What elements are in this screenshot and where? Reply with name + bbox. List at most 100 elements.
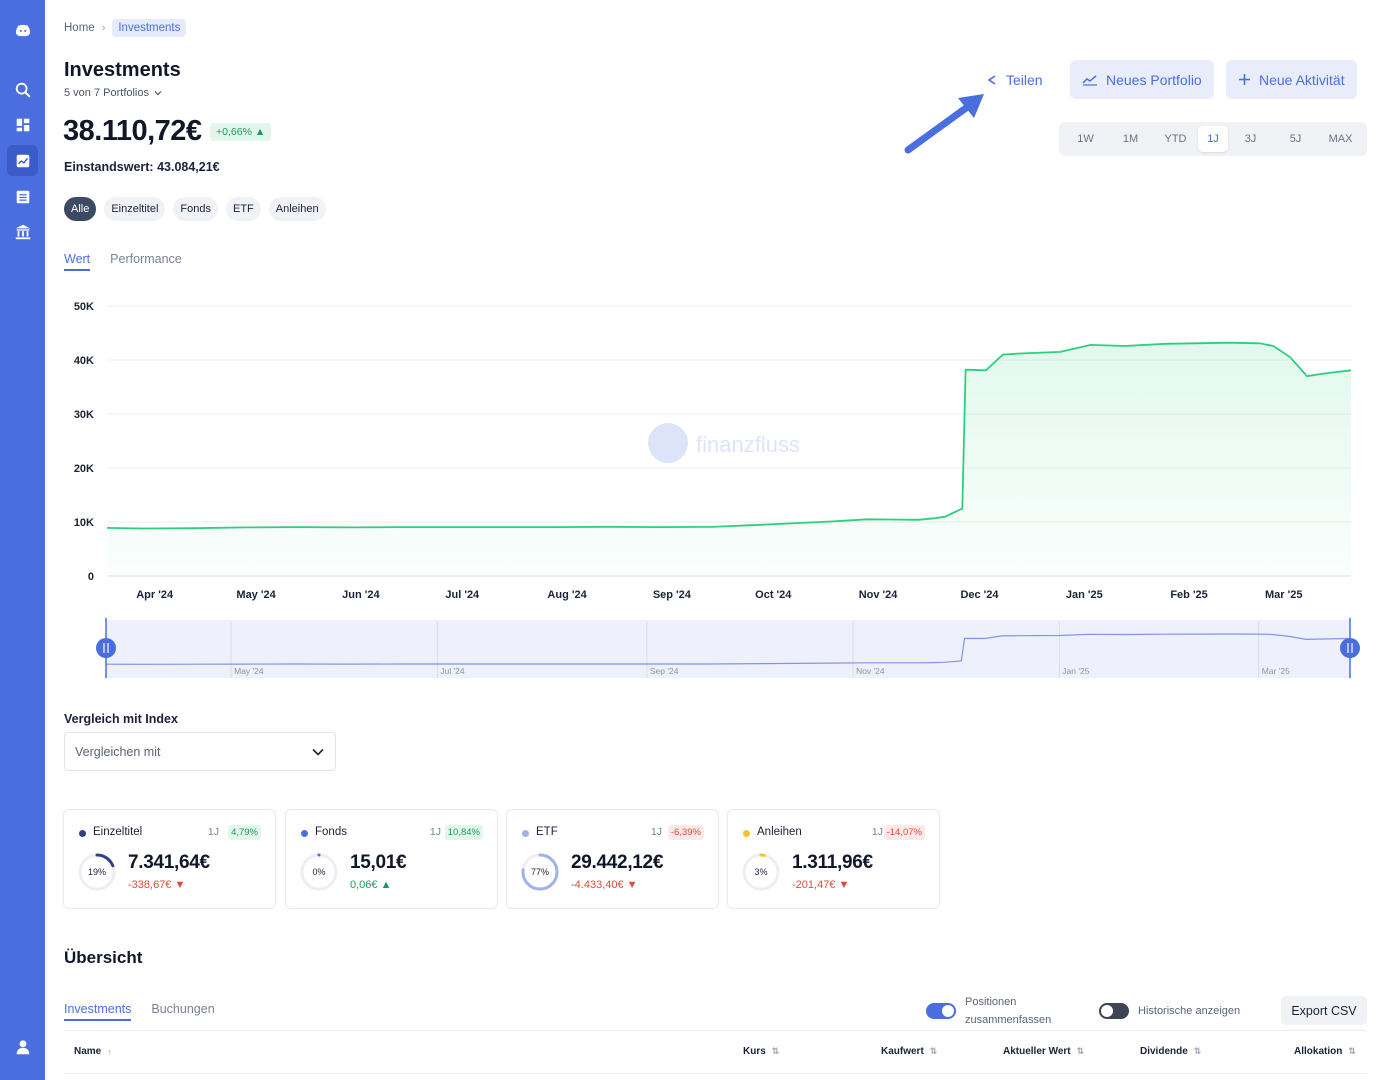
investments-chart-icon[interactable]: [7, 145, 38, 176]
x-tick-label: Aug '24: [547, 589, 587, 601]
category-performance: -14,07%: [883, 825, 925, 840]
filter-anleihen[interactable]: Anleihen: [268, 197, 326, 221]
category-performance: 10,84%: [444, 825, 483, 840]
search-icon[interactable]: [7, 74, 38, 105]
category-name: ETF: [536, 826, 558, 838]
minimap-right-handle[interactable]: [1340, 638, 1360, 658]
allocation-percent: 19%: [87, 867, 106, 877]
sort-icon: ⇅: [1076, 1046, 1085, 1056]
range-1m[interactable]: 1M: [1122, 133, 1139, 145]
share-button[interactable]: Teilen: [978, 61, 1051, 99]
export-csv-button[interactable]: Export CSV: [1281, 996, 1367, 1025]
allocation-donut: [78, 853, 116, 891]
column-allokation[interactable]: Allokation ⇅: [1294, 1046, 1356, 1057]
allocation-donut: [300, 853, 338, 891]
document-icon[interactable]: [7, 181, 38, 212]
minimap-tick-label: Jan '25: [1062, 666, 1089, 676]
category-period: 1J: [429, 826, 441, 838]
logo-icon[interactable]: [7, 14, 38, 45]
category-value: 7.341,64€: [128, 852, 210, 873]
x-tick-label: Jul '24: [445, 589, 480, 601]
value-chart[interactable]: finanzfluss 0 10K 20K 30K 40K 50K Apr '24 May '…: [64, 290, 1367, 610]
range-minimap[interactable]: May '24 Jul '24 Sep '24 Nov '24 Jan '25 Mar '…: [96, 618, 1366, 680]
allocation-percent: 0%: [312, 867, 326, 877]
range-1w[interactable]: 1W: [1077, 133, 1094, 145]
category-card-einzeltitel[interactable]: Einzeltitel 1J 4,79% 19% 7.341,64€ -338,67€ ▼: [63, 809, 276, 909]
column-kurs-label: Kurs: [743, 1046, 766, 1057]
minimap-tick-label: May '24: [234, 666, 264, 676]
category-value: 29.442,12€: [571, 852, 664, 873]
chevron-right-icon: ›: [101, 21, 106, 34]
minimap-left-handle[interactable]: [96, 638, 116, 658]
change-badge: +0,66% ▲: [210, 123, 272, 141]
range-selector: 1W 1M YTD 1J 3J 5J MAX: [1059, 122, 1367, 156]
x-tick-label: Nov '24: [859, 589, 899, 601]
category-card-anleihen[interactable]: Anleihen 1J -14,07% 3% 1.311,96€ -201,47€ ▼: [727, 809, 940, 909]
allocation-donut: [521, 853, 559, 891]
filter-etf[interactable]: ETF: [226, 197, 261, 221]
column-dividende[interactable]: Dividende ⇅: [1140, 1046, 1201, 1057]
chart-line-icon: [1082, 74, 1097, 86]
annotation-arrow-icon: [904, 94, 984, 154]
new-portfolio-label: Neues Portfolio: [1106, 71, 1202, 88]
x-tick-label: Sep '24: [653, 589, 692, 601]
filter-fonds[interactable]: Fonds: [173, 197, 218, 221]
minimap-selection: [106, 620, 1350, 678]
minimap-tick-label: Sep '24: [650, 666, 679, 676]
sort-up-icon: ↑: [107, 1046, 112, 1057]
sort-icon: ⇅: [1193, 1046, 1202, 1056]
x-tick-label: Oct '24: [755, 589, 792, 601]
column-kurs[interactable]: Kurs ⇅: [743, 1046, 779, 1057]
filter-all[interactable]: Alle: [64, 197, 97, 221]
portfolio-selector-label: 5 von 7 Portfolios: [64, 87, 149, 99]
range-3j[interactable]: 3J: [1244, 133, 1257, 145]
plus-icon: [1239, 74, 1250, 85]
category-card-etf[interactable]: ETF 1J -6,39% 77% 29.442,12€ -4.433,40€ ▼: [506, 809, 719, 909]
category-name: Anleihen: [757, 826, 802, 838]
column-kaufwert-label: Kaufwert: [881, 1046, 924, 1057]
tab-investments[interactable]: Investments: [64, 1002, 132, 1021]
toggle-positions-label: Positionen zusammenfassen: [965, 996, 1052, 1026]
x-tick-label: Jan '25: [1066, 589, 1103, 601]
new-portfolio-button[interactable]: Neues Portfolio: [1070, 60, 1214, 99]
new-activity-button[interactable]: Neue Aktivität: [1226, 60, 1357, 99]
range-1j[interactable]: 1J: [1198, 126, 1228, 152]
column-kaufwert[interactable]: Kaufwert ⇅: [881, 1046, 937, 1057]
table-header-divider: [64, 1073, 1367, 1074]
dashboard-icon[interactable]: [7, 109, 38, 140]
toggle-historic[interactable]: [1099, 1003, 1129, 1019]
category-card-fonds[interactable]: Fonds 1J 10,84% 0% 15,01€ 0,06€ ▲: [285, 809, 498, 909]
category-delta: -4.433,40€ ▼: [571, 879, 638, 891]
bank-icon[interactable]: [7, 216, 38, 247]
sort-icon: ⇅: [1348, 1046, 1356, 1056]
range-max[interactable]: MAX: [1328, 133, 1353, 145]
tab-wert[interactable]: Wert: [64, 252, 91, 271]
total-value: 38.110,72€: [63, 115, 202, 147]
x-tick-label: Apr '24: [136, 589, 174, 601]
cost-basis: Einstandswert: 43.084,21€: [64, 160, 220, 174]
range-5j[interactable]: 5J: [1289, 133, 1302, 145]
column-aktueller-wert[interactable]: Aktueller Wert ⇅: [1003, 1046, 1084, 1057]
category-delta: 0,06€ ▲: [350, 879, 392, 891]
y-tick-label: 40K: [74, 355, 94, 367]
allocation-percent: 77%: [530, 867, 549, 877]
range-ytd[interactable]: YTD: [1164, 133, 1187, 145]
chart-tabs: Wert Performance: [64, 252, 182, 271]
category-delta: -201,47€ ▼: [792, 879, 850, 891]
y-tick-label: 20K: [74, 463, 94, 475]
breadcrumb-home[interactable]: Home: [64, 21, 95, 34]
toggle-positions[interactable]: [926, 1003, 956, 1019]
compare-index-select[interactable]: Vergleichen mit: [64, 732, 336, 771]
portfolio-selector[interactable]: 5 von 7 Portfolios: [64, 87, 163, 99]
column-name[interactable]: Name ↑: [74, 1046, 112, 1057]
breadcrumb-current[interactable]: Investments: [112, 18, 187, 37]
tab-buchungen[interactable]: Buchungen: [151, 1002, 215, 1016]
sort-icon: ⇅: [929, 1046, 938, 1056]
column-aktueller-wert-label: Aktueller Wert: [1003, 1046, 1071, 1057]
user-icon[interactable]: [7, 1031, 38, 1062]
tab-performance[interactable]: Performance: [110, 252, 182, 266]
category-period: 1J: [207, 826, 219, 838]
filter-einzeltitel[interactable]: Einzeltitel: [104, 197, 166, 221]
share-icon: [987, 75, 996, 85]
y-tick-label: 30K: [74, 409, 94, 421]
